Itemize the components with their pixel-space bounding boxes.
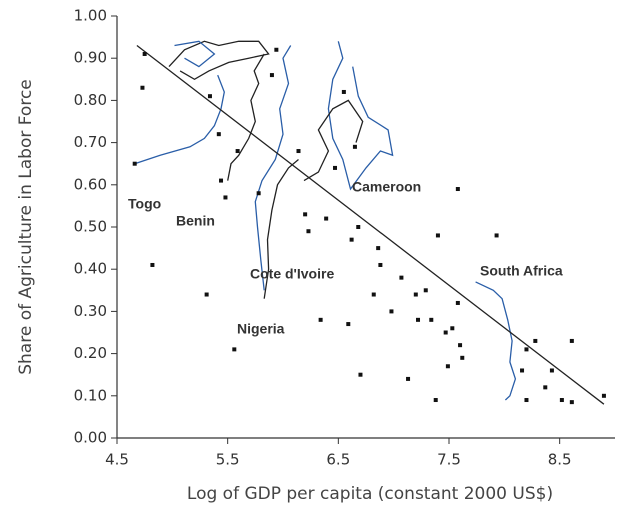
point bbox=[389, 309, 394, 314]
point bbox=[435, 233, 440, 238]
y-tick-label: 0.30 bbox=[74, 302, 107, 320]
point bbox=[269, 73, 274, 78]
point bbox=[455, 300, 460, 305]
point bbox=[219, 178, 224, 183]
y-tick-label: 0.50 bbox=[74, 218, 107, 236]
country-label: Nigeria bbox=[237, 321, 285, 337]
country-line bbox=[303, 99, 364, 182]
country-label: Cameroon bbox=[352, 179, 421, 195]
point bbox=[458, 343, 463, 348]
y-tick-label: 0.00 bbox=[74, 429, 107, 447]
point bbox=[274, 47, 279, 52]
country-label: Cote d'Ivoire bbox=[250, 266, 334, 282]
y-tick-label: 0.60 bbox=[74, 175, 107, 193]
y-tick-label: 0.20 bbox=[74, 344, 107, 362]
point bbox=[204, 292, 209, 297]
y-tick-label: 0.70 bbox=[74, 133, 107, 151]
country-line bbox=[254, 45, 292, 291]
point bbox=[460, 355, 465, 360]
point bbox=[455, 187, 460, 192]
country-label: South Africa bbox=[480, 263, 563, 279]
country-line bbox=[227, 53, 265, 181]
x-axis-title: Log of GDP per capita (constant 2000 US$… bbox=[187, 484, 553, 504]
x-tick-label: 6.5 bbox=[326, 451, 350, 469]
x-tick-label: 8.5 bbox=[548, 451, 572, 469]
point bbox=[533, 338, 538, 343]
y-axis-title: Share of Agriculture in Labor Force bbox=[16, 79, 36, 375]
y-tick-label: 0.90 bbox=[74, 49, 107, 67]
fit-line bbox=[136, 44, 605, 405]
point bbox=[346, 322, 351, 327]
country-line bbox=[327, 41, 394, 191]
point bbox=[416, 317, 421, 322]
point bbox=[303, 212, 308, 217]
point bbox=[406, 376, 411, 381]
point bbox=[433, 398, 438, 403]
point bbox=[352, 144, 357, 149]
point bbox=[223, 195, 228, 200]
point bbox=[423, 288, 428, 293]
point bbox=[445, 364, 450, 369]
point bbox=[520, 368, 525, 373]
point bbox=[207, 94, 212, 99]
point bbox=[413, 292, 418, 297]
point bbox=[216, 132, 221, 137]
country-line bbox=[168, 40, 270, 81]
y-tick-label: 1.00 bbox=[74, 7, 107, 25]
point bbox=[318, 317, 323, 322]
country-label: Togo bbox=[128, 196, 161, 212]
point bbox=[378, 262, 383, 267]
y-tick-label: 0.40 bbox=[74, 260, 107, 278]
country-line bbox=[475, 281, 517, 401]
point bbox=[569, 338, 574, 343]
point bbox=[358, 372, 363, 377]
point bbox=[549, 368, 554, 373]
point bbox=[429, 317, 434, 322]
point bbox=[232, 347, 237, 352]
point bbox=[341, 89, 346, 94]
country-line bbox=[263, 159, 299, 299]
country-line bbox=[174, 40, 216, 68]
point bbox=[306, 229, 311, 234]
country-label: Benin bbox=[176, 213, 215, 229]
point bbox=[235, 149, 240, 154]
point bbox=[333, 165, 338, 170]
point bbox=[256, 191, 261, 196]
y-tick-label: 0.80 bbox=[74, 91, 107, 109]
point bbox=[324, 216, 329, 221]
point bbox=[150, 262, 155, 267]
point bbox=[356, 225, 361, 229]
point bbox=[450, 326, 455, 331]
point bbox=[601, 393, 606, 398]
point bbox=[376, 246, 381, 251]
x-tick-label: 7.5 bbox=[437, 451, 461, 469]
point bbox=[296, 149, 301, 154]
point bbox=[443, 330, 448, 335]
point bbox=[543, 385, 548, 390]
point bbox=[524, 398, 529, 403]
point bbox=[140, 85, 145, 90]
country-line bbox=[134, 74, 225, 165]
point bbox=[371, 292, 376, 297]
point bbox=[132, 161, 137, 166]
point bbox=[559, 398, 564, 403]
point bbox=[569, 400, 574, 405]
point bbox=[524, 347, 529, 352]
x-tick-label: 4.5 bbox=[105, 451, 129, 469]
point bbox=[399, 275, 404, 280]
point bbox=[349, 237, 354, 242]
point bbox=[494, 233, 499, 238]
y-tick-label: 0.10 bbox=[74, 386, 107, 404]
x-tick-label: 5.5 bbox=[216, 451, 240, 469]
point bbox=[142, 51, 147, 56]
